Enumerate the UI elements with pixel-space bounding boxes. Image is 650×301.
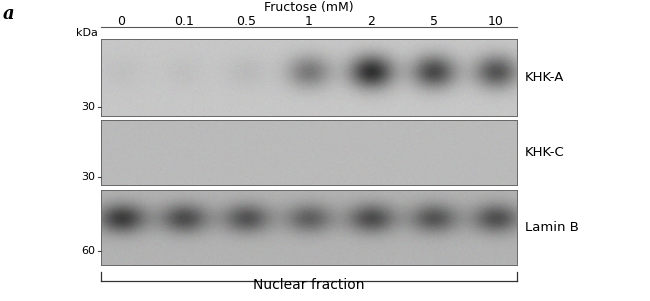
- Text: 10: 10: [488, 14, 504, 28]
- Text: 30: 30: [81, 172, 96, 182]
- Text: 60: 60: [81, 246, 96, 256]
- Text: 0.5: 0.5: [237, 14, 256, 28]
- Text: KHK-A: KHK-A: [525, 71, 564, 84]
- Text: KHK-C: KHK-C: [525, 146, 564, 159]
- Text: Nuclear fraction: Nuclear fraction: [253, 278, 365, 292]
- Text: a: a: [3, 5, 15, 23]
- Text: 0.1: 0.1: [174, 14, 194, 28]
- Text: Lamin B: Lamin B: [525, 221, 578, 234]
- Text: 30: 30: [81, 102, 96, 112]
- Text: 5: 5: [430, 14, 437, 28]
- Text: 0: 0: [118, 14, 125, 28]
- Text: kDa: kDa: [75, 28, 98, 38]
- Text: 2: 2: [367, 14, 375, 28]
- Text: Fructose (mM): Fructose (mM): [264, 1, 354, 14]
- Text: 1: 1: [305, 14, 313, 28]
